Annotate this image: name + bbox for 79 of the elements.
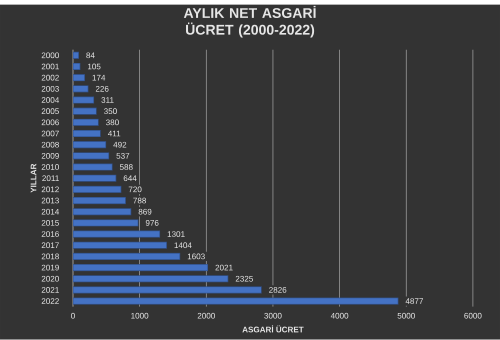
y-tick-label: 2013 (42, 198, 59, 204)
y-tick-label: 2012 (42, 186, 59, 192)
bar (72, 85, 88, 93)
x-tick-label: 3000 (264, 313, 282, 319)
bar (72, 253, 180, 260)
y-tick-label: 2008 (42, 142, 59, 148)
y-tick-label: 2016 (42, 231, 59, 238)
bar (72, 52, 79, 59)
data-label: 84 (86, 52, 95, 58)
data-label: 588 (120, 164, 133, 170)
y-tick-label: 2009 (42, 153, 59, 159)
data-label: 350 (104, 108, 117, 114)
data-label: 869 (138, 209, 152, 215)
data-label: 311 (101, 97, 114, 104)
y-tick-label: 2015 (42, 220, 59, 226)
bar (72, 96, 94, 104)
data-label: 1603 (188, 254, 205, 260)
data-label: 492 (113, 142, 126, 148)
data-label: 4877 (406, 298, 423, 304)
y-tick-label: 2014 (42, 209, 60, 215)
bar (72, 164, 113, 171)
data-label: 2021 (215, 264, 233, 271)
data-label: 2325 (236, 276, 253, 282)
bar (72, 208, 132, 216)
x-tick-label: 4000 (330, 313, 348, 319)
y-tick-label: 2021 (42, 287, 59, 293)
bar (72, 74, 85, 82)
y-tick-label: 2006 (42, 120, 59, 126)
data-label: 174 (92, 75, 106, 81)
data-label: 537 (116, 153, 130, 159)
x-tick-label: 1000 (131, 313, 148, 319)
y-tick-label: 2020 (42, 276, 59, 282)
bar (72, 286, 262, 294)
data-label: 788 (133, 198, 146, 204)
bar (72, 108, 97, 115)
bar (72, 298, 398, 305)
y-tick-label: 2018 (42, 254, 59, 260)
bar (72, 152, 110, 160)
bar (72, 264, 208, 272)
x-tick-label: 2000 (198, 313, 215, 319)
y-tick-label: 2007 (42, 130, 59, 137)
y-tick-label: 2005 (42, 108, 59, 114)
bar (72, 230, 160, 238)
y-tick-label: 2022 (42, 298, 59, 304)
data-label: 105 (88, 64, 101, 70)
y-tick-label: 2004 (42, 97, 60, 104)
y-tick-label: 2010 (42, 164, 59, 170)
bar (72, 141, 106, 148)
data-label: 411 (108, 130, 120, 136)
bar (72, 220, 138, 227)
chart-title: AYLIK NET ASGARİ ÜCRET (2000-2022) (184, 6, 316, 38)
data-label: 976 (146, 220, 159, 226)
x-tick-label: 0 (71, 313, 75, 319)
data-label: 1404 (174, 242, 192, 248)
data-label: 644 (124, 176, 137, 182)
y-axis-title: YILLAR (30, 164, 36, 193)
data-label: 1301 (168, 231, 185, 238)
y-tick-label: 2000 (42, 52, 59, 58)
y-tick-label: 2017 (42, 242, 59, 248)
y-tick-label: 2019 (42, 264, 59, 271)
bar (72, 130, 101, 138)
x-axis-title: ASGARİ ÜCRET (242, 326, 304, 333)
bar (72, 197, 126, 204)
x-tick-label: 6000 (464, 313, 482, 319)
y-tick-label: 2002 (42, 74, 59, 81)
data-label: 226 (96, 86, 109, 92)
data-label: 2826 (269, 287, 286, 293)
y-tick-label: 2003 (42, 86, 59, 92)
bar (72, 118, 99, 126)
data-label: 720 (128, 186, 142, 192)
x-tick-label: 5000 (398, 313, 415, 319)
bar (72, 275, 228, 282)
bar (72, 63, 80, 70)
bar (72, 242, 167, 249)
bar (72, 174, 116, 182)
y-tick-label: 2011 (42, 176, 59, 182)
bar (72, 186, 122, 194)
data-label: 380 (106, 120, 119, 126)
y-tick-label: 2001 (42, 64, 59, 70)
